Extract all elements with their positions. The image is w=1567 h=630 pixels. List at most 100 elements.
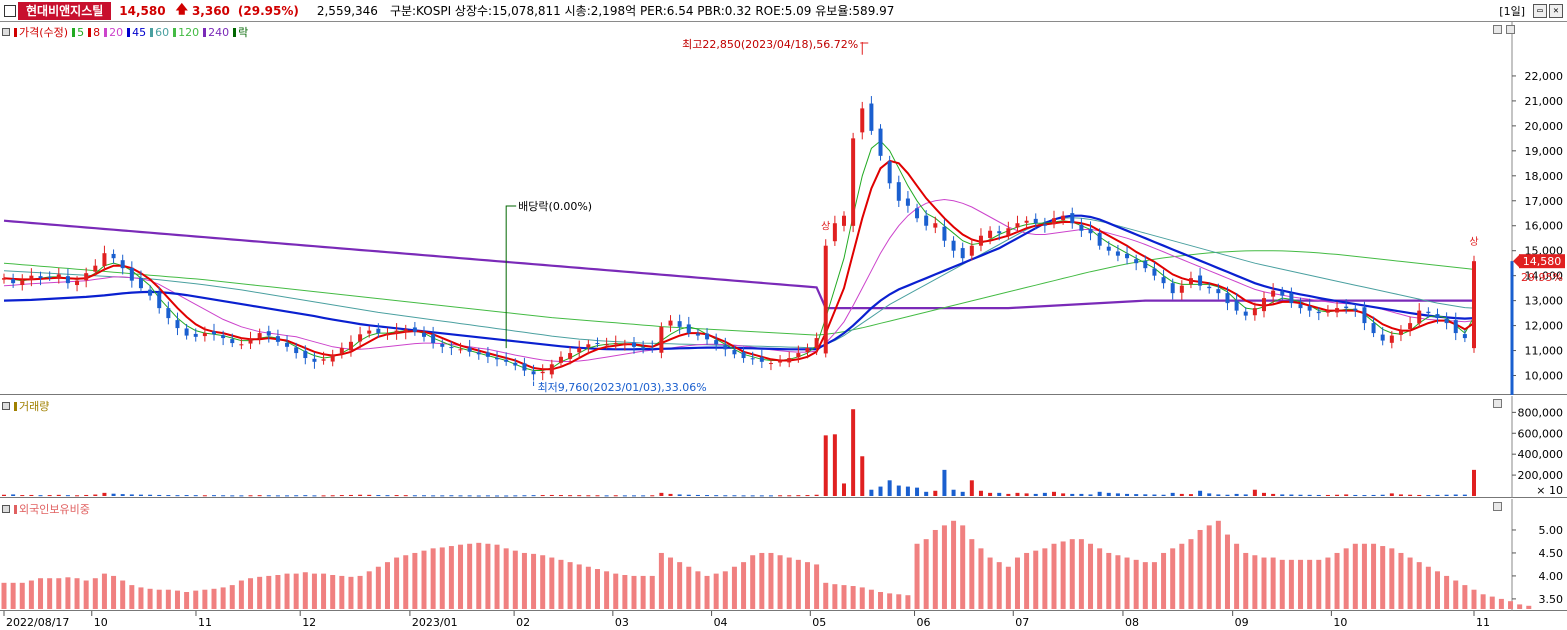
candle-body <box>1380 334 1385 341</box>
stock-name[interactable]: 현대비앤지스틸 <box>18 1 112 20</box>
volume-bar <box>422 495 426 497</box>
candle-body <box>1188 278 1193 285</box>
period-selector[interactable]: [1일] <box>1499 5 1525 18</box>
candle-body <box>832 223 837 242</box>
volume-bar <box>823 435 828 496</box>
volume-bar <box>1398 494 1403 496</box>
price-legend-item[interactable]: 5 <box>72 26 84 39</box>
foreign-ratio-bar <box>521 552 527 609</box>
candle-body <box>1389 335 1394 343</box>
foreign-ratio-bar <box>1526 605 1532 609</box>
volume-bar <box>1243 494 1248 496</box>
pane-minimize-icon[interactable] <box>1493 25 1502 34</box>
price-legend-item[interactable]: 240 <box>203 26 229 39</box>
foreign-ratio-bar <box>257 576 263 609</box>
volume-bar <box>504 495 509 497</box>
trade-volume: 2,559,346 <box>316 3 378 18</box>
candle-body <box>1353 308 1358 311</box>
foreign-ratio-bar <box>1024 552 1030 609</box>
candle-body <box>1243 311 1248 316</box>
volume-bar <box>440 495 445 497</box>
legend-swatch-icon <box>14 401 17 411</box>
price-legend-item[interactable]: 20 <box>104 26 123 39</box>
price-chart[interactable]: 22,000 21,000 20,000 19,000 18,000 17,000 16,0… <box>0 22 1567 395</box>
legend-swatch-icon <box>233 27 237 37</box>
foreign-ratio-bar <box>814 564 820 609</box>
volume-bar <box>1252 489 1257 496</box>
volume-pane[interactable]: 800,000 600,000 400,000 200,000 × 10 거래량 <box>0 396 1567 498</box>
candle-body <box>504 359 509 362</box>
y-tick-label: 200,000 <box>1518 469 1564 482</box>
volume-bar <box>1234 493 1239 496</box>
price-pane[interactable]: 22,000 21,000 20,000 19,000 18,000 17,000 16,0… <box>0 22 1567 395</box>
foreign-ratio-bar <box>914 543 920 609</box>
candle-body <box>768 363 773 365</box>
foreign-ratio-bar <box>960 525 966 609</box>
legend-swatch-icon <box>72 27 76 37</box>
price-legend-item[interactable]: 가격(수정) <box>14 24 68 40</box>
candle-body <box>321 359 326 361</box>
volume-bar <box>148 494 153 496</box>
foreign-ownership-pane[interactable]: 5.00 4.50 4.00 3.50 외국인보유비중 <box>0 499 1567 611</box>
foreign-ratio-bar <box>156 589 162 609</box>
foreign-ratio-bar <box>576 564 582 609</box>
candle-body <box>394 330 399 334</box>
price-legend-item[interactable]: 45 <box>127 26 146 39</box>
legend-swatch-icon <box>150 27 154 37</box>
price-legend-item[interactable]: 120 <box>173 26 199 39</box>
pane-minimize-icon[interactable] <box>1493 399 1502 408</box>
volume-bar <box>330 495 335 497</box>
price-legend-item[interactable]: 60 <box>150 26 169 39</box>
pane-minimize-icon[interactable] <box>1493 502 1502 511</box>
foreign-ratio-bar <box>804 562 810 609</box>
volume-chart[interactable]: 800,000 600,000 400,000 200,000 × 10 <box>0 396 1567 498</box>
price-legend-item[interactable]: 락 <box>233 24 248 40</box>
foreign-ratio-bar <box>1352 543 1358 609</box>
candle-body <box>47 276 52 278</box>
foreign-ratio-bar <box>1298 559 1304 609</box>
restore-icon[interactable]: ▭ <box>1533 4 1547 18</box>
candle-body <box>1435 314 1440 319</box>
volume-bar <box>1335 494 1340 496</box>
candle-body <box>604 344 609 346</box>
volume-bar <box>56 494 61 496</box>
candle-body <box>339 348 344 354</box>
candle-body <box>1344 306 1349 309</box>
volume-bar <box>650 495 655 497</box>
legend-toggle-icon[interactable] <box>2 505 10 513</box>
candle-body <box>1143 260 1148 269</box>
candle-body <box>1152 268 1157 276</box>
price-legend-item[interactable]: 8 <box>88 26 100 39</box>
foreign-ratio-bar <box>302 572 308 609</box>
foreign-ratio-bar <box>448 546 454 609</box>
foreign-ratio-bar <box>174 590 180 609</box>
foreign-ownership-chart[interactable]: 5.00 4.50 4.00 3.50 <box>0 499 1567 611</box>
volume-bar <box>531 495 536 497</box>
volume-bar <box>394 495 399 497</box>
candle-body <box>595 343 600 345</box>
x-tick-label: 06 <box>917 616 931 629</box>
price-tag-label: 14,580 <box>1523 255 1562 268</box>
legend-toggle-icon[interactable] <box>2 402 10 410</box>
foreign-ratio-bar <box>1462 585 1468 609</box>
foreign-ratio-bar <box>649 575 655 609</box>
volume-bar <box>1125 493 1130 496</box>
checkbox-icon[interactable] <box>4 4 16 17</box>
price-legend-label: 락 <box>238 26 249 39</box>
foreign-ratio-bar <box>567 562 573 609</box>
foreign-ratio-bar <box>1517 604 1523 609</box>
foreign-ratio-bar <box>1307 559 1313 609</box>
candle-body <box>202 333 207 337</box>
y-tick-label: 17,000 <box>1525 195 1564 208</box>
candle-body <box>65 276 70 284</box>
foreign-ratio-bar <box>1115 555 1121 609</box>
pane-maximize-icon[interactable] <box>1506 25 1515 34</box>
candle-body <box>56 274 61 279</box>
foreign-ratio-bar <box>1425 566 1431 609</box>
candle-body <box>1024 220 1029 223</box>
close-icon[interactable]: ✕ <box>1549 4 1563 18</box>
foreign-ratio-bar <box>65 577 71 609</box>
candle-body <box>924 215 929 226</box>
legend-toggle-icon[interactable] <box>2 28 10 36</box>
stock-info: 구분:KOSPI 상장수:15,078,811 시총:2,198억 PER:6.… <box>389 4 895 18</box>
